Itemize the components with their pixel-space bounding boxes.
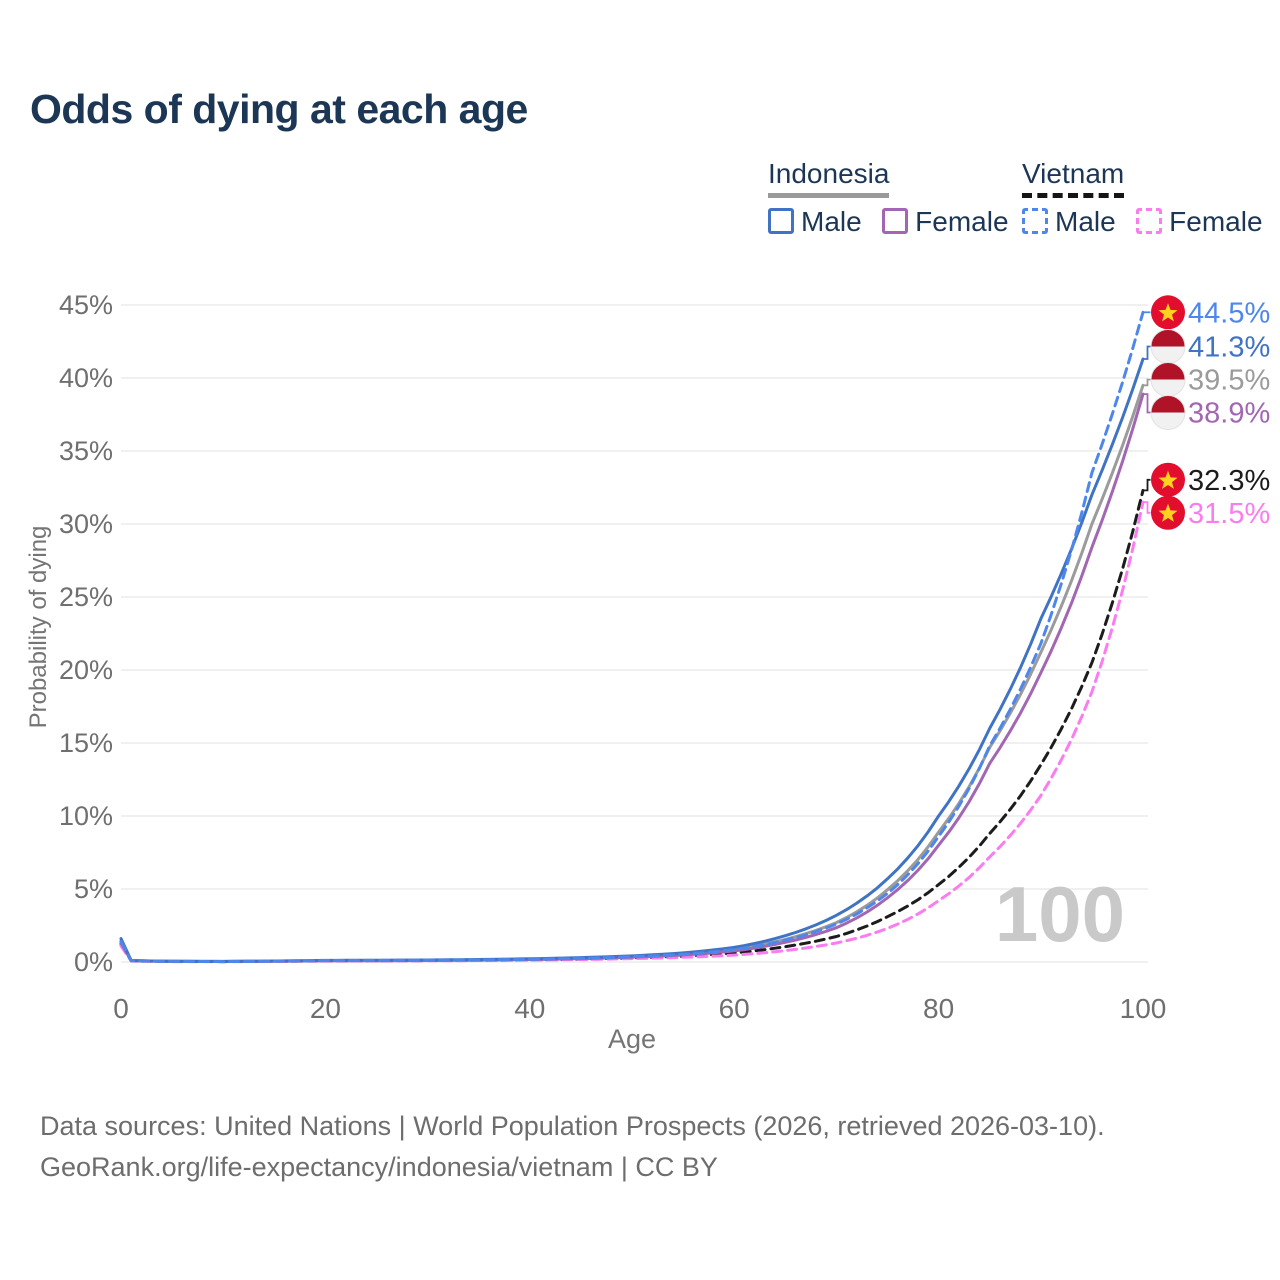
indonesia-female-line[interactable]	[119, 392, 1145, 963]
x-tick-label: 60	[719, 993, 750, 1024]
indonesia-male-swatch-icon	[768, 208, 794, 234]
y-tick-label: 30%	[59, 509, 113, 539]
age-watermark: 100	[995, 870, 1125, 958]
x-tick-label: 80	[923, 993, 954, 1024]
indonesia-both-line[interactable]	[119, 383, 1145, 963]
vietnam-male-end-label: 44.5%	[1188, 297, 1270, 329]
legend-indonesia-toggle[interactable]: Indonesia	[768, 158, 890, 198]
vietnam-star-icon	[1158, 503, 1178, 522]
indonesia-both-label-connector	[1143, 378, 1151, 387]
legend-item-indonesia-female[interactable]: Female	[882, 206, 1009, 238]
legend-group-indonesia: Indonesia Male Female	[768, 158, 1025, 238]
legend-label: Female	[915, 206, 1009, 237]
flag-rim	[1150, 394, 1186, 430]
indonesia-both-end-label: 39.5%	[1188, 364, 1270, 396]
legend-vietnam-toggle[interactable]: Vietnam	[1022, 158, 1125, 198]
legend-label: Male	[801, 206, 862, 237]
x-tick-label: 20	[310, 993, 341, 1024]
chart-legend: Indonesia Male Female Vietnam Male Femal…	[0, 158, 1280, 238]
data-sources-text: Data sources: United Nations | World Pop…	[40, 1111, 1105, 1141]
legend-item-indonesia-male[interactable]: Male	[768, 206, 862, 238]
indonesia-female-swatch-icon	[882, 208, 909, 234]
vietnam-female-end-label: 31.5%	[1188, 498, 1270, 530]
y-tick-label: 20%	[59, 655, 113, 685]
vietnam-both-label-connector	[1143, 478, 1151, 492]
indonesia-flag-icon	[1151, 362, 1185, 380]
x-axis-title: Age	[608, 1024, 656, 1054]
y-tick-label: 5%	[74, 874, 113, 904]
indonesia-male-line[interactable]	[119, 357, 1145, 963]
vietnam-star-icon	[1158, 470, 1178, 489]
legend-group-vietnam: Vietnam Male Female	[1022, 158, 1279, 238]
indonesia-male-end-label: 41.3%	[1188, 331, 1270, 363]
vietnam-male-line[interactable]	[119, 310, 1145, 964]
indonesia-female-label-connector	[1143, 393, 1151, 414]
legend-item-vietnam-male[interactable]: Male	[1022, 206, 1116, 238]
chart-footer: Data sources: United Nations | World Pop…	[40, 1106, 1105, 1188]
y-tick-label: 0%	[74, 947, 113, 977]
indonesia-female-end-label: 38.9%	[1188, 397, 1270, 429]
y-tick-label: 40%	[59, 363, 113, 393]
indonesia-flag-icon	[1151, 395, 1185, 413]
x-tick-label: 0	[113, 993, 129, 1024]
legend-item-vietnam-female[interactable]: Female	[1136, 206, 1263, 238]
page-title: Odds of dying at each age	[30, 86, 528, 132]
legend-label: Female	[1169, 206, 1263, 237]
vietnam-male-swatch-icon	[1022, 208, 1048, 234]
x-tick-label: 40	[514, 993, 545, 1024]
indonesia-flag-icon	[1151, 346, 1185, 364]
y-axis-title: Probability of dying	[25, 526, 52, 729]
indonesia-flag-icon	[1151, 412, 1185, 430]
vietnam-both-end-label: 32.3%	[1188, 465, 1270, 497]
x-tick-label: 100	[1120, 993, 1167, 1024]
vietnam-star-icon	[1158, 303, 1178, 322]
vietnam-female-label-connector	[1143, 501, 1151, 514]
vietnam-female-line[interactable]	[119, 500, 1145, 964]
legend-label: Male	[1055, 206, 1116, 237]
y-tick-label: 10%	[59, 801, 113, 831]
indonesia-flag-icon	[1151, 329, 1185, 347]
vietnam-female-swatch-icon	[1136, 208, 1163, 234]
y-tick-label: 25%	[59, 582, 113, 612]
y-tick-label: 45%	[59, 290, 113, 320]
indonesia-flag-icon	[1151, 379, 1185, 397]
attribution-text: GeoRank.org/life-expectancy/indonesia/vi…	[40, 1152, 718, 1182]
indonesia-male-label-connector	[1143, 345, 1151, 360]
y-tick-label: 15%	[59, 728, 113, 758]
y-tick-label: 35%	[59, 436, 113, 466]
